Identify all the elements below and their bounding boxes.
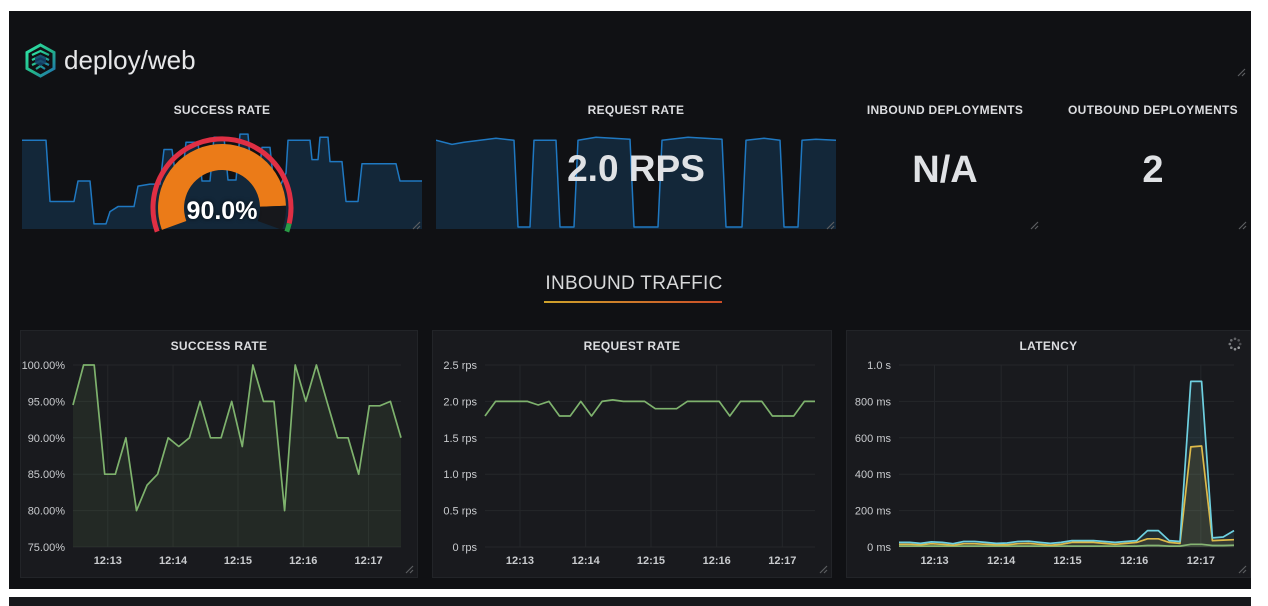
section-header-inbound-traffic[interactable]: INBOUND TRAFFIC: [545, 273, 723, 294]
svg-text:2.0 rps: 2.0 rps: [443, 396, 477, 408]
svg-text:12:16: 12:16: [1120, 555, 1148, 567]
svg-text:800 ms: 800 ms: [855, 396, 892, 408]
svg-text:400 ms: 400 ms: [855, 469, 892, 481]
resize-handle-icon[interactable]: [405, 565, 414, 574]
resize-handle-icon[interactable]: [1238, 221, 1247, 230]
panel-success-rate-summary: SUCCESS RATE 90.0%: [20, 88, 424, 233]
success-rate-gauge-value: 90.0%: [186, 197, 258, 225]
svg-text:12:17: 12:17: [1187, 555, 1215, 567]
panel-request-rate-chart: REQUEST RATE 2.5 rps 2.0 rps 1.5 rps 1.0 rp…: [432, 330, 832, 578]
svg-text:1.5 rps: 1.5 rps: [443, 433, 477, 445]
svg-text:600 ms: 600 ms: [855, 433, 892, 445]
svg-text:12:14: 12:14: [987, 555, 1016, 567]
next-row-edge: [9, 597, 1251, 606]
panel-title[interactable]: OUTBOUND DEPLOYMENTS: [1067, 103, 1238, 117]
panel-title[interactable]: SUCCESS RATE: [173, 103, 271, 117]
svg-text:12:15: 12:15: [224, 555, 252, 567]
svg-text:12:13: 12:13: [506, 555, 534, 567]
svg-text:100.00%: 100.00%: [22, 360, 66, 372]
panel-inbound-deployments: INBOUND DEPLOYMENTS N/A: [848, 88, 1042, 233]
resize-handle-icon[interactable]: [819, 565, 828, 574]
request-rate-value: 2.0 RPS: [567, 148, 705, 189]
inbound-deployments-value: N/A: [912, 149, 978, 191]
linkerd-logo-icon: [23, 43, 58, 78]
latency-time-series[interactable]: 1.0 s 800 ms 600 ms 400 ms 200 ms 0 ms 12:13 12…: [847, 331, 1250, 577]
resize-handle-icon[interactable]: [1237, 68, 1246, 77]
svg-text:200 ms: 200 ms: [855, 506, 892, 518]
panel-request-rate-summary: REQUEST RATE 2.0 RPS: [434, 88, 838, 233]
svg-text:0 ms: 0 ms: [867, 542, 891, 554]
section-underline: [544, 301, 722, 303]
svg-text:12:15: 12:15: [637, 555, 665, 567]
svg-text:95.00%: 95.00%: [28, 396, 66, 408]
panel-latency-chart: LATENCY 1.0 s 800 ms 600 ms 400 ms 200 ms 0 m…: [846, 330, 1251, 578]
svg-text:80.00%: 80.00%: [28, 506, 66, 518]
panel-success-rate-chart: SUCCESS RATE 100.00% 95.00% 90.00% 85.00% 80…: [20, 330, 418, 578]
svg-text:1.0 rps: 1.0 rps: [443, 469, 477, 481]
svg-text:12:14: 12:14: [572, 555, 601, 567]
svg-text:12:15: 12:15: [1053, 555, 1081, 567]
dashboard-title: deploy/web: [64, 45, 196, 75]
request-rate-time-series[interactable]: 2.5 rps 2.0 rps 1.5 rps 1.0 rps 0.5 rps 0 rps…: [433, 331, 831, 577]
svg-text:12:16: 12:16: [703, 555, 731, 567]
resize-handle-icon[interactable]: [826, 221, 835, 230]
svg-text:12:14: 12:14: [159, 555, 188, 567]
svg-text:0.5 rps: 0.5 rps: [443, 506, 477, 518]
svg-text:1.0 s: 1.0 s: [867, 360, 891, 372]
panel-title[interactable]: LATENCY: [1019, 339, 1078, 353]
resize-handle-icon[interactable]: [1238, 565, 1247, 574]
svg-text:12:16: 12:16: [289, 555, 317, 567]
svg-text:75.00%: 75.00%: [28, 542, 66, 554]
svg-text:12:17: 12:17: [768, 555, 796, 567]
svg-text:0 rps: 0 rps: [453, 542, 478, 554]
resize-handle-icon[interactable]: [412, 221, 421, 230]
panel-title[interactable]: REQUEST RATE: [583, 339, 681, 353]
svg-text:12:13: 12:13: [94, 555, 122, 567]
svg-text:90.00%: 90.00%: [28, 433, 66, 445]
request-rate-sparkline: [436, 127, 836, 229]
resize-handle-icon[interactable]: [1030, 221, 1039, 230]
loading-spinner-icon: [1228, 337, 1242, 351]
svg-text:2.5 rps: 2.5 rps: [443, 360, 477, 372]
panel-title[interactable]: SUCCESS RATE: [170, 339, 268, 353]
panel-outbound-deployments: OUTBOUND DEPLOYMENTS 2: [1056, 88, 1250, 233]
svg-text:85.00%: 85.00%: [28, 469, 66, 481]
panel-title[interactable]: REQUEST RATE: [587, 103, 685, 117]
success-rate-time-series[interactable]: 100.00% 95.00% 90.00% 85.00% 80.00% 75.00% 12:…: [21, 331, 417, 577]
svg-text:12:17: 12:17: [354, 555, 382, 567]
outbound-deployments-value: 2: [1142, 149, 1164, 191]
panel-title[interactable]: INBOUND DEPLOYMENTS: [866, 103, 1024, 117]
svg-text:12:13: 12:13: [920, 555, 948, 567]
